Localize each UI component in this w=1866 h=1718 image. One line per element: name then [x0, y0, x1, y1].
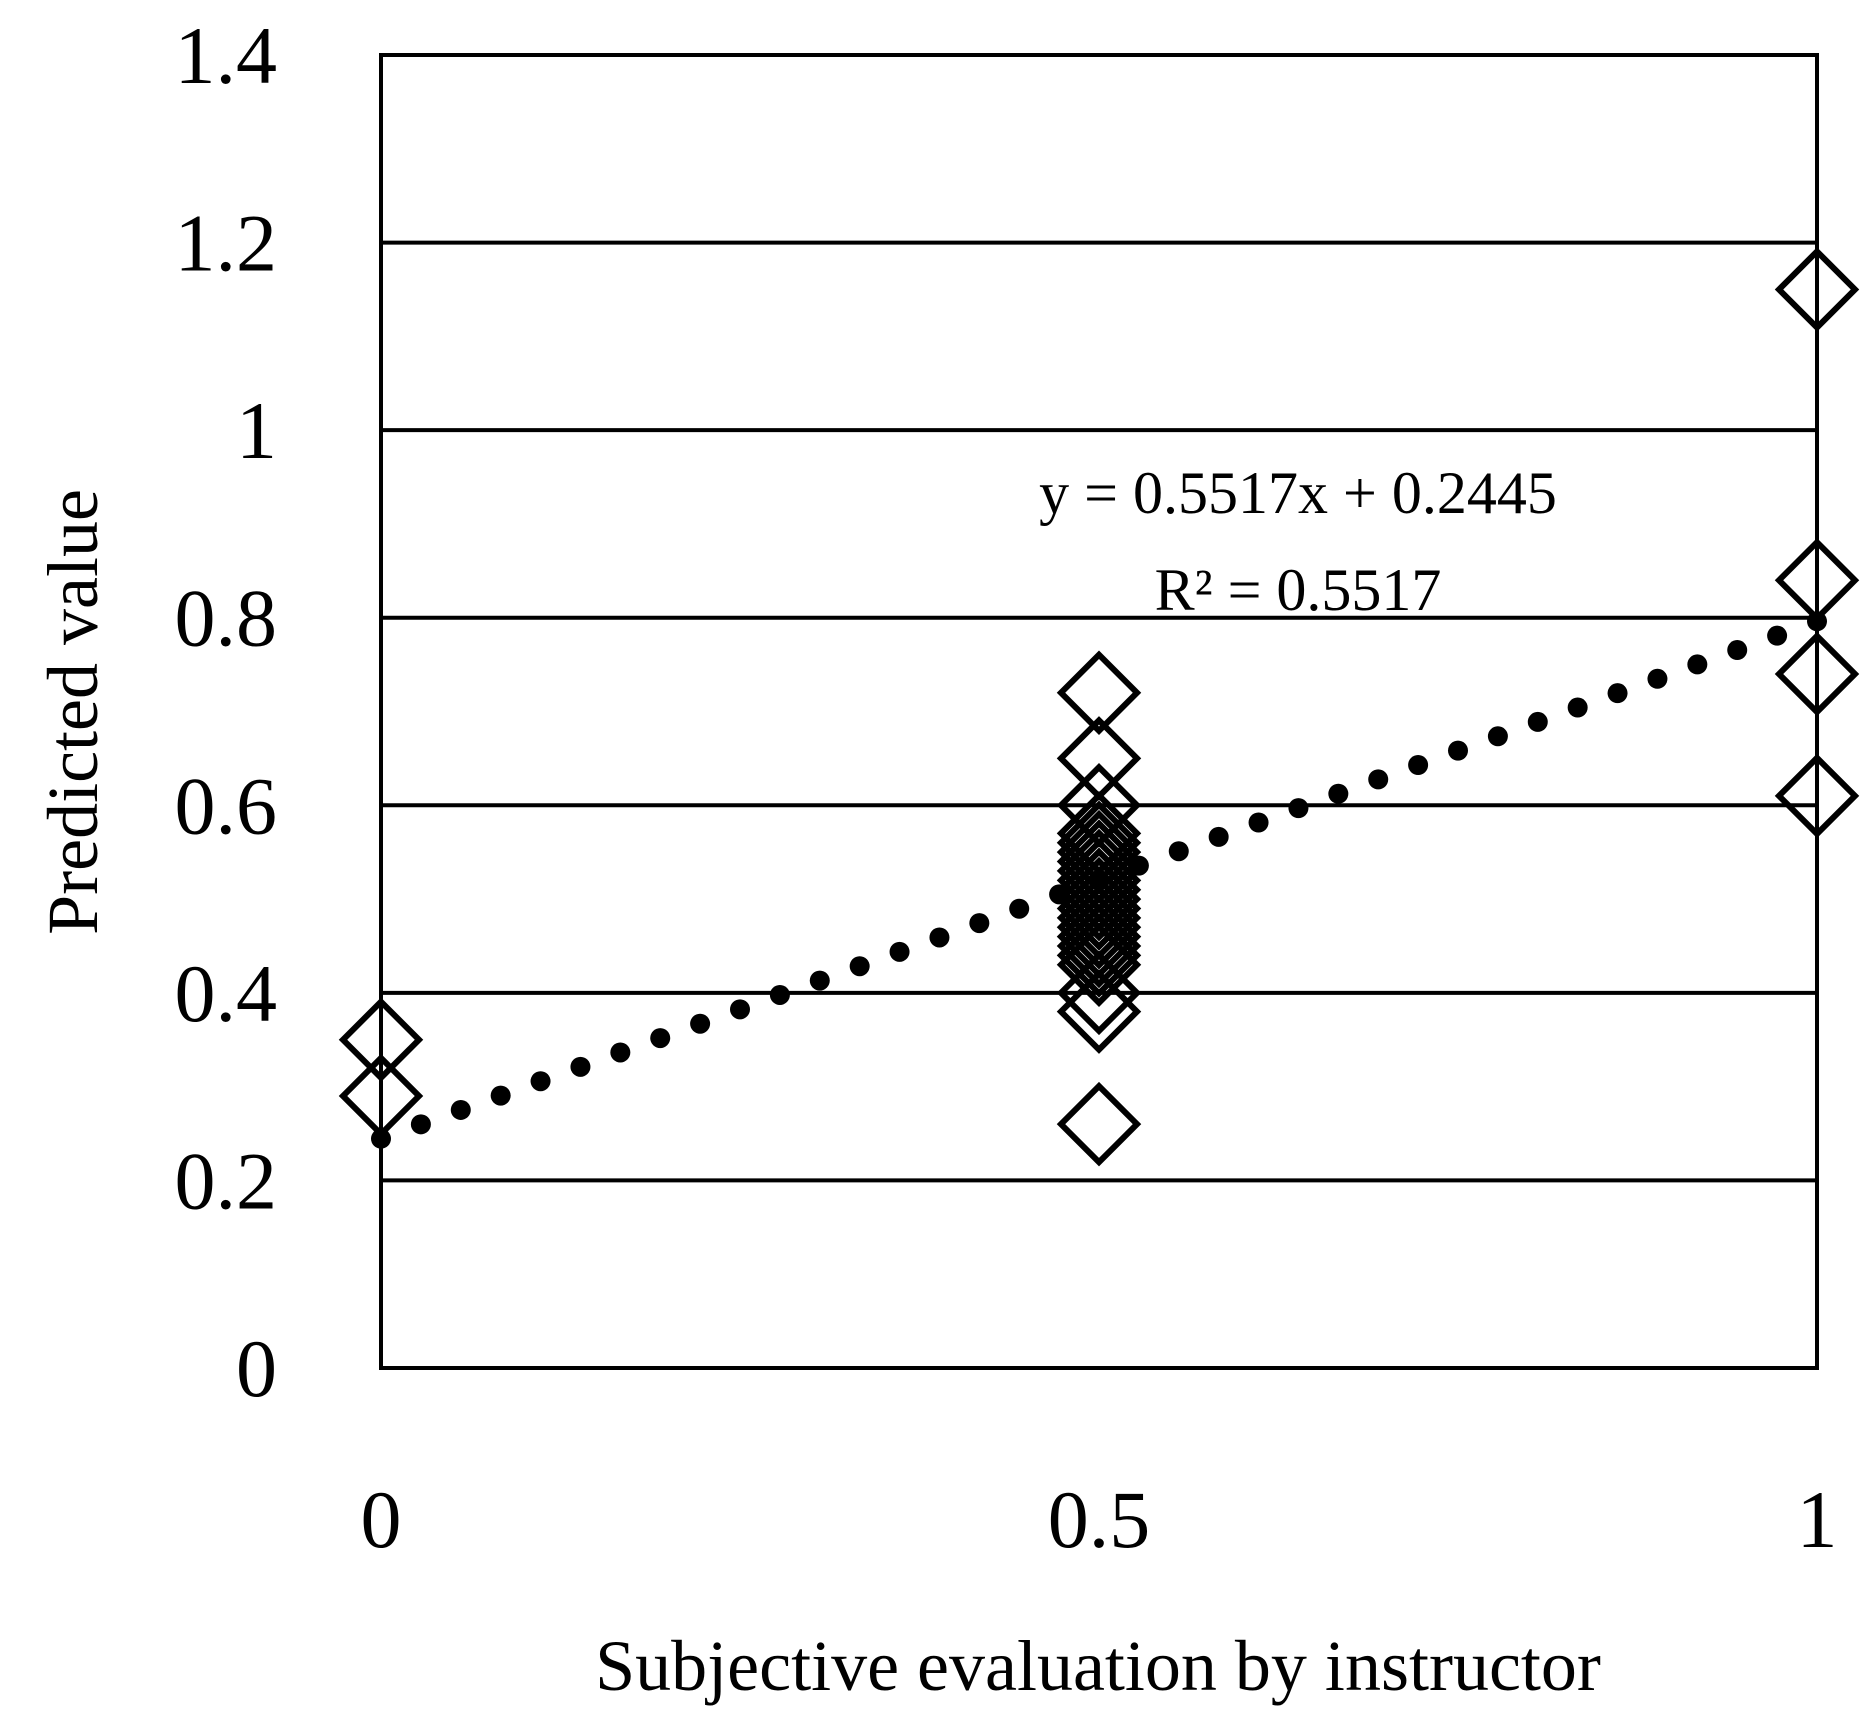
trendline-dot [1607, 683, 1628, 704]
trendline-dot [570, 1056, 591, 1077]
y-tick-label: 1.2 [175, 198, 278, 289]
data-point [1774, 753, 1860, 839]
trendline-dot [849, 956, 870, 977]
y-tick-labels: 0 0.2 0.4 0.6 0.8 1 1.2 1.4 [175, 10, 278, 1414]
trendline-dot [1647, 668, 1668, 689]
y-tick-label: 0.2 [175, 1135, 278, 1226]
data-point [1056, 866, 1142, 951]
trendline-dot [1368, 769, 1389, 790]
trendline-r-squared: R² = 0.5517 [1155, 557, 1442, 623]
trendline-dot [1527, 711, 1548, 732]
trendline-dot [1767, 625, 1788, 646]
trendline-dot [690, 1013, 711, 1034]
data-point [1056, 913, 1142, 998]
x-axis-title: Subjective evaluation by instructor [595, 1626, 1601, 1706]
trendline-dot [1208, 826, 1229, 847]
y-tick-label: 1 [236, 385, 277, 476]
trendline-dot [610, 1042, 631, 1063]
data-point [1774, 537, 1860, 623]
trendline-dot [371, 1128, 391, 1149]
x-tick-label: 1 [1797, 1474, 1838, 1565]
trendline-dot [1687, 654, 1708, 675]
trendline-dot [410, 1114, 431, 1135]
trendline-dot [450, 1099, 471, 1120]
data-point [1056, 650, 1142, 735]
data-point [338, 997, 424, 1082]
data-point [1056, 856, 1142, 942]
y-tick-label: 0.8 [175, 573, 278, 664]
trendline-dot [530, 1071, 551, 1092]
trendline-dot [769, 984, 790, 1005]
trendline-dot [1448, 740, 1468, 761]
y-axis-title: Predicted value [33, 489, 113, 935]
data-point [1056, 950, 1142, 1036]
data-point [1056, 969, 1142, 1054]
trendline-dot [650, 1028, 671, 1049]
trendline-dot [929, 927, 950, 948]
trendline-dot [969, 913, 990, 934]
y-tick-label: 0.4 [175, 948, 278, 1039]
trendline-dot [490, 1085, 511, 1106]
trendline-dot [1328, 783, 1349, 804]
trendline-dot [1009, 898, 1030, 919]
data-point [338, 1053, 424, 1139]
y-tick-label: 0.6 [175, 760, 278, 851]
trendline-dot [1168, 841, 1189, 862]
y-tick-label: 1.4 [175, 10, 278, 101]
data-point [1774, 631, 1860, 717]
data-point [1056, 922, 1142, 1007]
trendline-dot [1248, 812, 1269, 833]
trendline-dot [1727, 640, 1748, 661]
data-point [1056, 884, 1142, 970]
trendline-dot [1288, 798, 1309, 819]
trendline-equation: y = 0.5517x + 0.2445 [1039, 460, 1557, 526]
data-point [1056, 1081, 1142, 1167]
x-tick-label: 0.5 [1048, 1474, 1151, 1565]
trendline-dot [1567, 697, 1588, 718]
data-point [1056, 903, 1142, 989]
trendline-dot [809, 970, 830, 991]
data-point [1774, 247, 1860, 332]
x-tick-labels: 0 0.5 1 [361, 1474, 1838, 1565]
trendline-dot [730, 999, 750, 1020]
y-tick-label: 0 [236, 1323, 277, 1414]
trendline-dot [1487, 726, 1508, 747]
x-tick-label: 0 [361, 1474, 402, 1565]
data-points [338, 247, 1860, 1167]
trendline-dot [1408, 755, 1429, 776]
trendline-dot [889, 941, 910, 962]
